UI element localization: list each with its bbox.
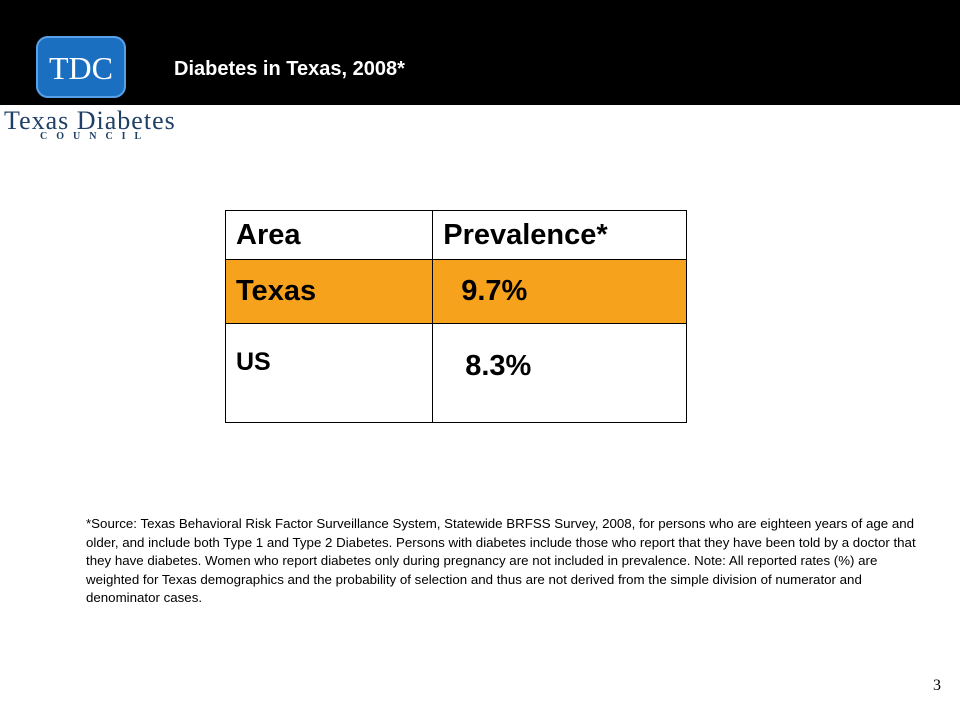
column-header-area: Area <box>224 210 434 260</box>
logo-subname: COUNCIL <box>40 131 151 142</box>
cell-prevalence-texas: 9.7% <box>432 259 687 324</box>
header-bar <box>0 0 960 105</box>
prevalence-table: Area Prevalence* Texas 9.7% US 8.3% <box>224 210 687 423</box>
slide-title: Diabetes in Texas, 2008* <box>174 58 405 80</box>
column-header-prevalence: Prevalence* <box>432 210 687 260</box>
cell-prevalence-us: 8.3% <box>432 323 687 423</box>
table-row: US 8.3% <box>224 323 687 423</box>
logo-monogram: TDC <box>49 50 113 86</box>
cell-area-texas: Texas <box>224 259 434 324</box>
page-number: 3 <box>933 677 941 694</box>
table-row: Texas 9.7% <box>224 259 687 324</box>
logo-badge: TDC <box>36 36 126 98</box>
tdc-monogram-icon: TDC <box>49 50 113 86</box>
table-header-row: Area Prevalence* <box>224 210 687 260</box>
source-footnote: *Source: Texas Behavioral Risk Factor Su… <box>86 516 916 605</box>
cell-area-us: US <box>224 323 434 423</box>
logo-name: Texas Diabetes <box>4 106 176 135</box>
